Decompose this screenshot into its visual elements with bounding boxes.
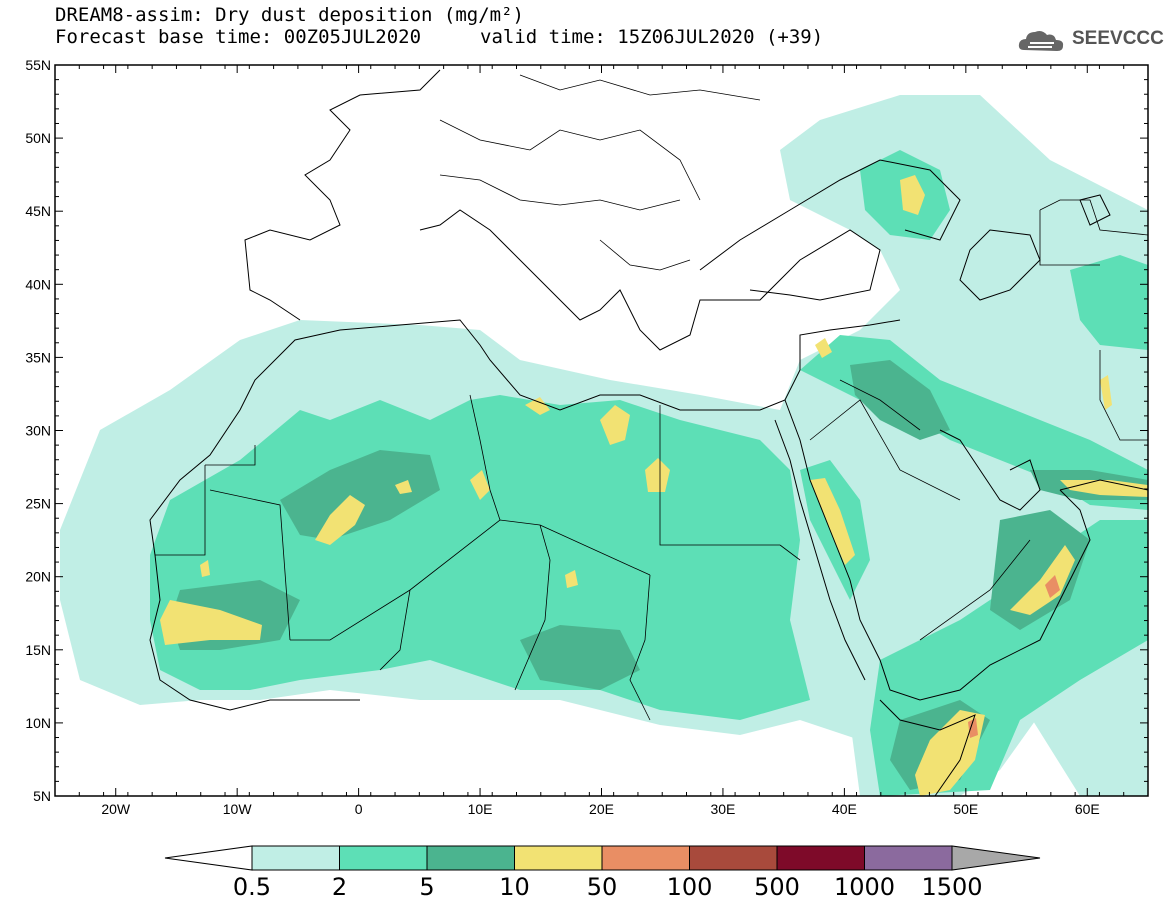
coastlines <box>149 69 1148 796</box>
deposition-area-very-high <box>900 175 925 215</box>
lat-label: 55N <box>25 57 51 73</box>
deposition-area-very-high <box>565 570 578 588</box>
lat-label: 45N <box>25 203 51 219</box>
deposition-area-extreme <box>968 718 978 738</box>
valid-time: valid time: 15Z06JUL2020 (+39) <box>480 26 824 48</box>
forecast-base-time: Forecast base time: 00Z05JUL2020 <box>55 26 422 48</box>
colorbar-label: 50 <box>587 873 618 901</box>
lat-label: 35N <box>25 349 51 365</box>
deposition-area-very-high <box>1010 545 1075 615</box>
colorbar <box>164 845 1041 871</box>
lon-label: 60E <box>1075 801 1100 817</box>
colorbar-under-arrow <box>164 845 253 871</box>
map-title: DREAM8-assim: Dry dust deposition (mg/m²… <box>55 4 524 26</box>
deposition-area-very-high <box>600 405 630 445</box>
lon-label: 0 <box>355 801 363 817</box>
deposition-area-high <box>520 625 640 690</box>
colorbar-swatch <box>514 845 603 871</box>
lon-label: 10W <box>223 801 253 817</box>
longitude-labels: 20W 10W 0 10E 20E 30E 40E 50E 60E <box>101 801 1099 817</box>
colorbar-label: 5 <box>419 873 434 901</box>
deposition-area-very-high <box>810 478 855 565</box>
lat-label: 15N <box>25 642 51 658</box>
cloud-icon <box>1018 31 1064 51</box>
colorbar-swatch <box>864 845 953 871</box>
deposition-area-very-high <box>915 710 985 796</box>
colorbar-label: 1000 <box>834 873 895 901</box>
lon-label: 30E <box>710 801 735 817</box>
latitude-labels: 55N 50N 45N 40N 35N 30N 25N 20N 15N 10N 5N <box>25 57 51 804</box>
country-borders <box>155 74 1148 721</box>
deposition-area-very-high <box>1100 375 1112 410</box>
colorbar-swatch <box>251 845 340 871</box>
deposition-area-high <box>990 510 1090 630</box>
deposition-area-very-high <box>395 480 412 494</box>
deposition-field <box>60 95 1148 796</box>
lat-label: 20N <box>25 569 51 585</box>
colorbar-swatch <box>776 845 865 871</box>
colorbar-swatch <box>339 845 428 871</box>
deposition-area-very-high <box>315 495 365 545</box>
colorbar-label: 2 <box>332 873 347 901</box>
deposition-area-extreme <box>1045 575 1060 598</box>
colorbar-label: 100 <box>667 873 713 901</box>
colorbar-label: 500 <box>754 873 800 901</box>
colorbar-over-arrow <box>951 845 1041 871</box>
deposition-area-very-high <box>645 458 670 492</box>
lat-label: 50N <box>25 130 51 146</box>
deposition-area-very-high <box>470 470 490 500</box>
lon-label: 40E <box>832 801 857 817</box>
lat-label: 30N <box>25 423 51 439</box>
logo-text: SEEVCCC <box>1072 28 1164 49</box>
lon-label: 20W <box>101 801 131 817</box>
colorbar-swatch <box>689 845 778 871</box>
seevccc-logo: SEEVCCC <box>1018 26 1164 56</box>
deposition-area-very-high <box>200 560 210 577</box>
colorbar-label: 10 <box>499 873 530 901</box>
lon-label: 50E <box>953 801 978 817</box>
deposition-area-high <box>280 450 440 540</box>
lat-label: 10N <box>25 715 51 731</box>
lon-label: 20E <box>589 801 614 817</box>
lat-label: 40N <box>25 276 51 292</box>
deposition-area-high <box>850 360 950 440</box>
colorbar-swatch <box>426 845 515 871</box>
deposition-area-very-high <box>160 600 262 645</box>
colorbar-swatch <box>601 845 690 871</box>
lat-label: 25N <box>25 496 51 512</box>
deposition-area-very-high <box>525 397 550 415</box>
colorbar-labels: 0.5 2 5 10 50 100 500 1000 1500 <box>233 873 983 901</box>
lon-label: 10E <box>468 801 493 817</box>
deposition-area-very-high <box>815 338 832 358</box>
axis-ticks <box>54 64 1149 797</box>
colorbar-label: 0.5 <box>233 873 271 901</box>
lat-label: 5N <box>33 788 51 804</box>
colorbar-label: 1500 <box>921 873 982 901</box>
deposition-area-medium <box>1070 255 1148 350</box>
